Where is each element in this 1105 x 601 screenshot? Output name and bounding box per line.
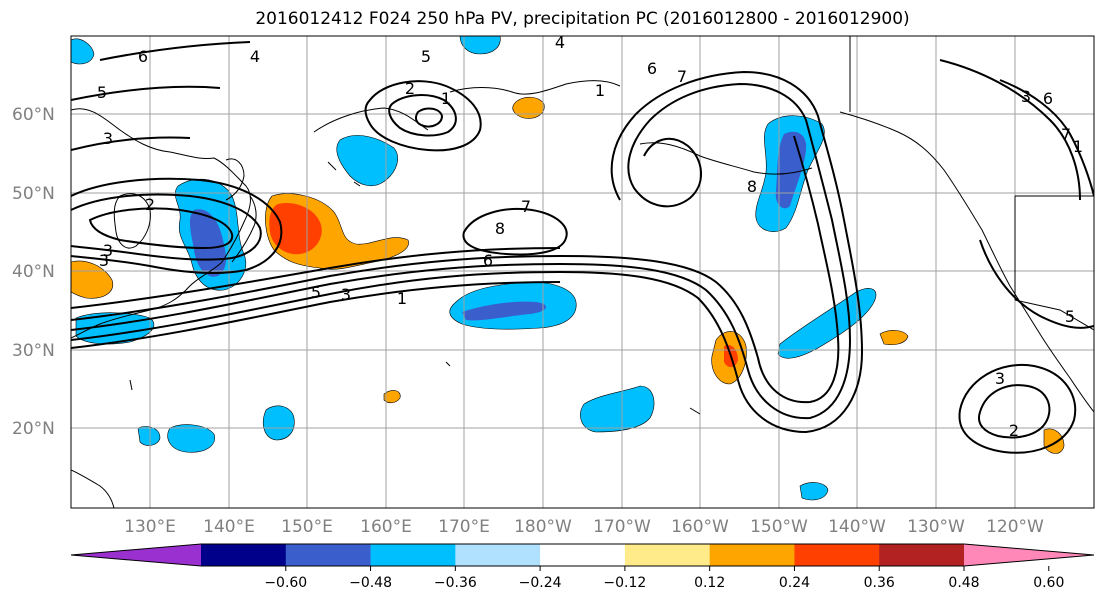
contour-label: 8 xyxy=(747,177,757,196)
precip-neg-nw xyxy=(71,38,95,65)
colorbar-extend-low xyxy=(71,544,201,566)
latitude-labels: 60°N 50°N 40°N 30°N 20°N xyxy=(12,105,55,439)
colorbar-tick-label: 0.36 xyxy=(864,575,895,591)
contour-label: 6 xyxy=(138,47,148,66)
precip-neg-south1 xyxy=(580,385,655,433)
contour-label: 3 xyxy=(103,241,113,260)
lon-label-150w: 150°W xyxy=(750,517,808,537)
precip-neg-south3 xyxy=(263,405,295,441)
lon-label-140e: 140°E xyxy=(203,517,255,537)
colorbar-segment xyxy=(455,544,541,566)
precip-neg-south2 xyxy=(167,424,215,453)
colorbar-segment xyxy=(201,544,287,566)
contour-label: 2 xyxy=(145,195,155,214)
precip-neg-south4 xyxy=(137,426,161,446)
contour-label: 3 xyxy=(99,251,109,270)
contour-label: 8 xyxy=(495,219,505,238)
precip-pos-e2 xyxy=(1043,428,1065,454)
precip-neg-south5 xyxy=(799,482,829,501)
contour-label: 5 xyxy=(97,83,107,102)
islands xyxy=(129,161,701,415)
precip-pos-west xyxy=(71,260,114,299)
contour-label: 7 xyxy=(521,197,531,216)
colorbar-tick-label: −0.48 xyxy=(349,575,392,591)
lat-label-30n: 30°N xyxy=(12,341,55,361)
contour-label: 2 xyxy=(405,79,415,98)
colorbar-segment xyxy=(540,544,626,566)
contour-label: 5 xyxy=(1065,307,1075,326)
contour-label: 1 xyxy=(441,89,451,108)
longitude-labels: 130°E 140°E 150°E 160°E 170°E 180°W 170°… xyxy=(124,517,1044,537)
colorbar-segment xyxy=(879,544,965,566)
lat-label-60n: 60°N xyxy=(12,105,55,125)
lat-label-50n: 50°N xyxy=(12,184,55,204)
coastlines xyxy=(71,80,1094,508)
contour-label: 3 xyxy=(995,369,1005,388)
contour-label: 6 xyxy=(483,251,493,270)
precip-neg-central-core xyxy=(462,301,547,321)
contour-label: 4 xyxy=(250,47,260,66)
lon-label-170w: 170°W xyxy=(593,517,651,537)
precip-pos-eastjapan-core xyxy=(269,202,322,255)
contour-label: 6 xyxy=(647,59,657,78)
lon-label-160e: 160°E xyxy=(360,517,412,537)
colorbar-segment xyxy=(709,544,795,566)
colorbar-tick-label: 0.60 xyxy=(1033,575,1064,591)
contour-label: 3 xyxy=(341,285,351,304)
lon-label-180w: 180°W xyxy=(514,517,572,537)
contour-label: 4 xyxy=(555,33,565,52)
colorbar-segment xyxy=(794,544,880,566)
colorbar-segment xyxy=(285,544,372,566)
lon-label-170e: 170°E xyxy=(438,517,490,537)
contour-label: 1 xyxy=(595,81,605,100)
contour-label: 5 xyxy=(311,283,321,302)
colorbar-tick-label: −0.36 xyxy=(434,575,477,591)
colorbar-tick-label: 0.48 xyxy=(948,575,979,591)
colorbar-tick-label: 0.12 xyxy=(694,575,725,591)
contour-label: 3 xyxy=(1021,87,1031,106)
contour-label: 1 xyxy=(1073,137,1083,156)
colorbar-segment xyxy=(370,544,456,566)
colorbar: −0.60 −0.48 −0.36 −0.24 −0.12 0.12 0.24 0.36 0.4… xyxy=(70,543,1095,591)
colorbar-outline xyxy=(70,543,1095,567)
pv-contours xyxy=(71,41,1094,454)
colorbar-tick-label: −0.12 xyxy=(603,575,646,591)
lon-label-160w: 160°W xyxy=(671,517,729,537)
lon-label-150e: 150°E xyxy=(281,517,333,537)
lon-label-130w: 130°W xyxy=(907,517,965,537)
lat-label-20n: 20°N xyxy=(12,419,55,439)
contour-label: 5 xyxy=(421,47,431,66)
precip-pos-s1 xyxy=(383,390,401,404)
map-frame xyxy=(70,35,1095,509)
contour-label: 7 xyxy=(1061,125,1071,144)
lon-label-140w: 140°W xyxy=(828,517,886,537)
lat-label-40n: 40°N xyxy=(12,262,55,282)
contour-label: 7 xyxy=(677,67,687,86)
map-title: 2016012412 F024 250 hPa PV, precipitatio… xyxy=(255,9,910,29)
precip-neg-eastband xyxy=(777,288,877,359)
colorbar-segment xyxy=(624,544,711,566)
colorbar-tick-label: −0.60 xyxy=(264,575,307,591)
precip-pos-n1 xyxy=(512,96,545,119)
precip-neg-n xyxy=(459,36,501,55)
colorbar-extend-high xyxy=(964,544,1094,566)
contour-label: 6 xyxy=(1043,89,1053,108)
colorbar-tick-label: −0.24 xyxy=(519,575,562,591)
contour-label: 2 xyxy=(1009,421,1019,440)
lon-label-130e: 130°E xyxy=(124,517,176,537)
precip-pos-e1 xyxy=(879,330,909,346)
contour-label: 1 xyxy=(397,289,407,308)
lon-label-120w: 120°W xyxy=(986,517,1044,537)
contour-label: 3 xyxy=(103,129,113,148)
colorbar-tick-label: 0.24 xyxy=(779,575,810,591)
